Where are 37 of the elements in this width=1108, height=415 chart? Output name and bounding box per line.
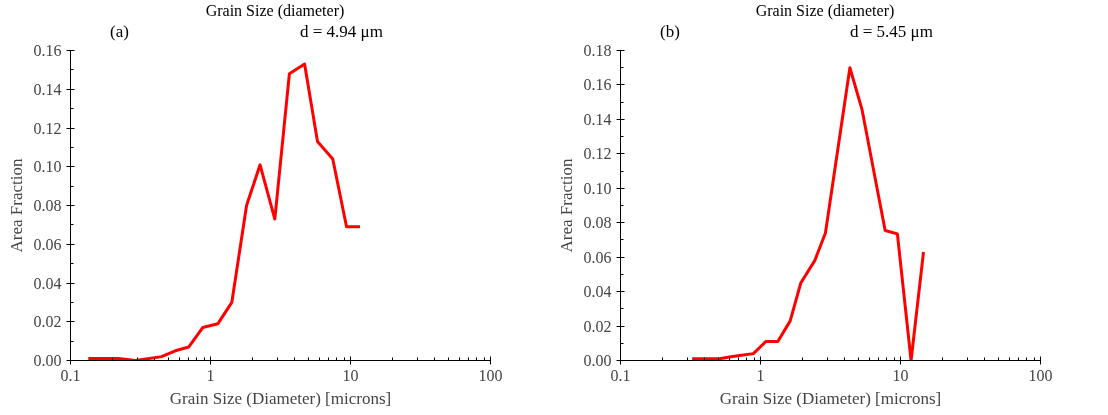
text: (b) <box>660 21 680 43</box>
chart-title: Grain Size (diameter) <box>205 1 345 22</box>
text: (a) <box>110 21 129 43</box>
y-tick-label: 0.12 <box>583 145 612 163</box>
y-tick-label: 0.14 <box>33 80 62 98</box>
y-tick-label: 0.16 <box>583 76 612 94</box>
y-tick-label: 0.06 <box>583 248 612 266</box>
y-tick-label: 0.04 <box>33 274 62 292</box>
y-tick-label: 0.04 <box>583 283 612 301</box>
text: d = 4.94 μm <box>300 21 383 43</box>
y-tick-label: 0.08 <box>583 214 612 232</box>
y-tick-label: 0.12 <box>33 119 62 137</box>
x-tick-label: 0.1 <box>610 366 631 384</box>
y-tick-label: 0.06 <box>33 235 62 253</box>
chart-title: Grain Size (diameter) <box>755 1 895 22</box>
x-axis-title: Grain Size (Diameter) [microns] <box>169 388 392 408</box>
x-tick-label: 10 <box>892 366 909 384</box>
y-axis-title: Area Fraction <box>556 158 576 253</box>
y-tick-label: 0.18 <box>583 42 612 59</box>
text: d = 5.45 μm <box>850 21 933 43</box>
y-tick-label: 0.02 <box>33 313 62 331</box>
y-tick-label: 0.08 <box>33 197 62 214</box>
y-tick-label: 0.10 <box>33 158 62 176</box>
y-tick-label: 0.14 <box>583 110 612 128</box>
x-tick-label: 0.1 <box>60 366 81 384</box>
x-tick-label: 10 <box>342 366 359 384</box>
y-tick-label: 0.00 <box>33 352 62 369</box>
x-tick-label: 1 <box>756 366 765 384</box>
x-tick-label: 100 <box>1028 366 1053 384</box>
y-tick-label: 0.02 <box>583 317 612 335</box>
y-tick-label: 0.10 <box>583 179 612 197</box>
x-axis-title: Grain Size (Diameter) [microns] <box>719 388 942 408</box>
x-tick-label: 1 <box>206 366 215 384</box>
y-tick-label: 0.16 <box>33 42 62 59</box>
y-axis-title: Area Fraction <box>6 158 26 253</box>
x-tick-label: 100 <box>478 366 503 384</box>
y-tick-label: 0.00 <box>583 352 612 369</box>
